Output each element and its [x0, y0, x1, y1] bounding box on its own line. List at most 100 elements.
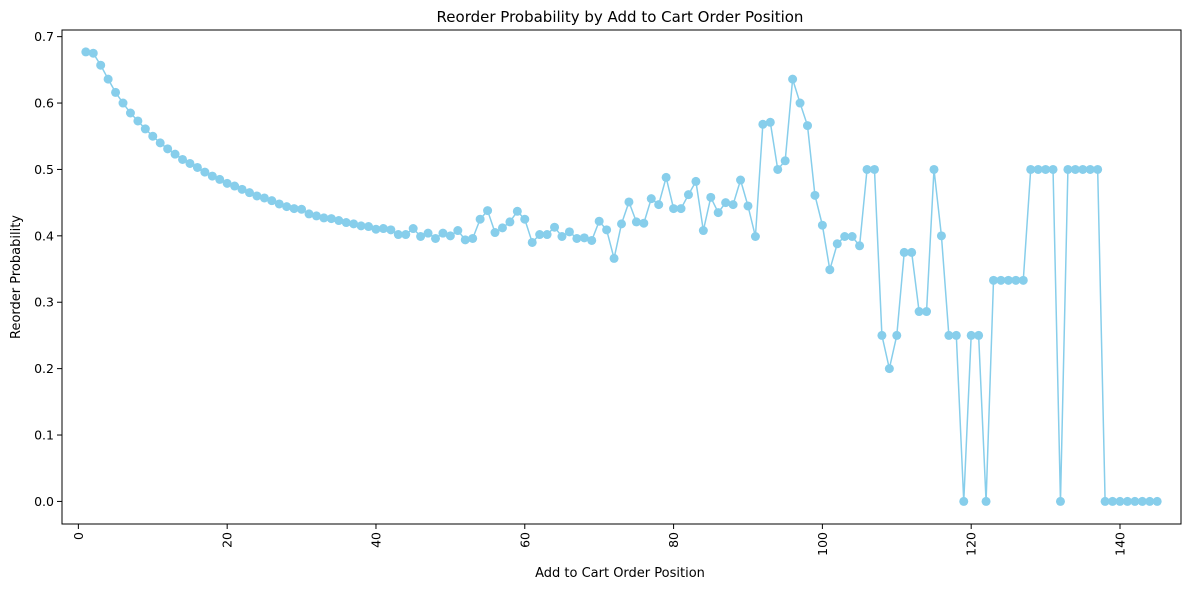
- data-point: [914, 307, 924, 317]
- data-point: [572, 233, 582, 243]
- data-point: [319, 213, 329, 223]
- data-point: [535, 230, 545, 240]
- data-point: [847, 232, 857, 241]
- data-point: [88, 48, 98, 58]
- data-point: [564, 227, 574, 237]
- series-line: [85, 51, 1158, 503]
- data-point: [289, 204, 299, 214]
- data-point: [497, 223, 507, 233]
- data-point: [416, 232, 426, 241]
- data-point: [557, 232, 567, 241]
- data-point: [475, 214, 485, 224]
- data-point: [1048, 164, 1058, 174]
- data-point: [617, 219, 626, 229]
- data-point: [118, 98, 128, 108]
- data-point: [795, 98, 805, 108]
- data-point: [944, 330, 954, 340]
- data-point: [646, 194, 656, 204]
- data-point: [1122, 496, 1132, 506]
- data-point: [661, 172, 671, 182]
- plot-area: [81, 47, 1162, 506]
- data-point: [669, 204, 679, 214]
- data-point: [438, 228, 448, 238]
- data-point: [185, 158, 195, 168]
- data-point: [1033, 164, 1043, 174]
- data-point: [892, 330, 902, 340]
- data-point: [721, 198, 731, 208]
- data-point: [1085, 164, 1095, 174]
- data-point: [267, 196, 277, 206]
- data-point: [483, 206, 493, 216]
- data-point: [550, 222, 560, 232]
- data-point: [676, 204, 686, 214]
- data-point: [453, 226, 463, 236]
- data-point: [951, 330, 961, 340]
- data-point: [817, 220, 827, 230]
- data-point: [81, 47, 91, 57]
- data-point: [445, 231, 455, 241]
- data-point: [884, 364, 894, 374]
- y-tick-label: 0.7: [34, 29, 54, 44]
- data-point: [654, 200, 664, 210]
- data-point: [140, 124, 150, 134]
- y-tick-label: 0.6: [34, 96, 54, 111]
- data-point: [170, 149, 180, 159]
- x-tick-label: 60: [517, 532, 532, 548]
- data-point: [788, 74, 798, 84]
- data-point: [1130, 496, 1140, 506]
- x-tick-label: 80: [666, 532, 681, 548]
- data-point: [326, 214, 336, 224]
- x-tick-label: 120: [964, 532, 979, 556]
- data-point: [96, 60, 106, 70]
- data-point: [780, 156, 790, 166]
- data-point: [431, 233, 440, 243]
- data-point: [111, 87, 121, 97]
- data-point: [259, 193, 269, 203]
- data-point: [490, 228, 500, 238]
- data-point: [230, 181, 240, 191]
- y-tick-label: 0.4: [34, 228, 54, 243]
- data-point: [579, 233, 589, 243]
- data-point: [631, 217, 641, 227]
- data-point: [840, 232, 850, 241]
- data-point: [1100, 496, 1110, 506]
- data-point: [758, 119, 768, 129]
- data-point: [192, 162, 202, 172]
- data-point: [899, 247, 909, 257]
- data-point: [505, 217, 515, 227]
- data-point: [103, 74, 113, 84]
- data-point: [803, 121, 812, 131]
- data-point: [1055, 496, 1065, 506]
- data-point: [148, 131, 158, 141]
- x-axis: 0 20 40 60 80 100 120 140: [71, 524, 1127, 556]
- data-point: [907, 247, 917, 257]
- data-point: [297, 204, 307, 214]
- data-point: [178, 154, 188, 164]
- data-point: [832, 239, 842, 249]
- data-point: [393, 230, 403, 240]
- data-point: [349, 219, 359, 229]
- data-point: [587, 235, 597, 245]
- data-point: [981, 496, 991, 506]
- data-point: [125, 108, 135, 118]
- data-point: [244, 188, 254, 198]
- y-axis: 0.0 0.1 0.2 0.3 0.4 0.5 0.6 0.7: [34, 29, 62, 509]
- x-tick-label: 40: [368, 532, 383, 548]
- data-point: [743, 201, 753, 211]
- data-point: [520, 214, 530, 224]
- data-point: [706, 192, 716, 202]
- data-point: [602, 225, 612, 235]
- data-point: [237, 184, 247, 194]
- data-point: [974, 330, 984, 340]
- x-tick-label: 100: [815, 532, 830, 556]
- data-point: [959, 496, 969, 506]
- data-point: [996, 275, 1006, 285]
- data-point: [401, 230, 411, 240]
- data-point: [200, 167, 210, 177]
- data-point: [922, 307, 932, 317]
- data-point: [222, 178, 232, 188]
- data-point: [311, 211, 321, 221]
- data-point: [282, 202, 292, 212]
- data-point: [691, 176, 701, 186]
